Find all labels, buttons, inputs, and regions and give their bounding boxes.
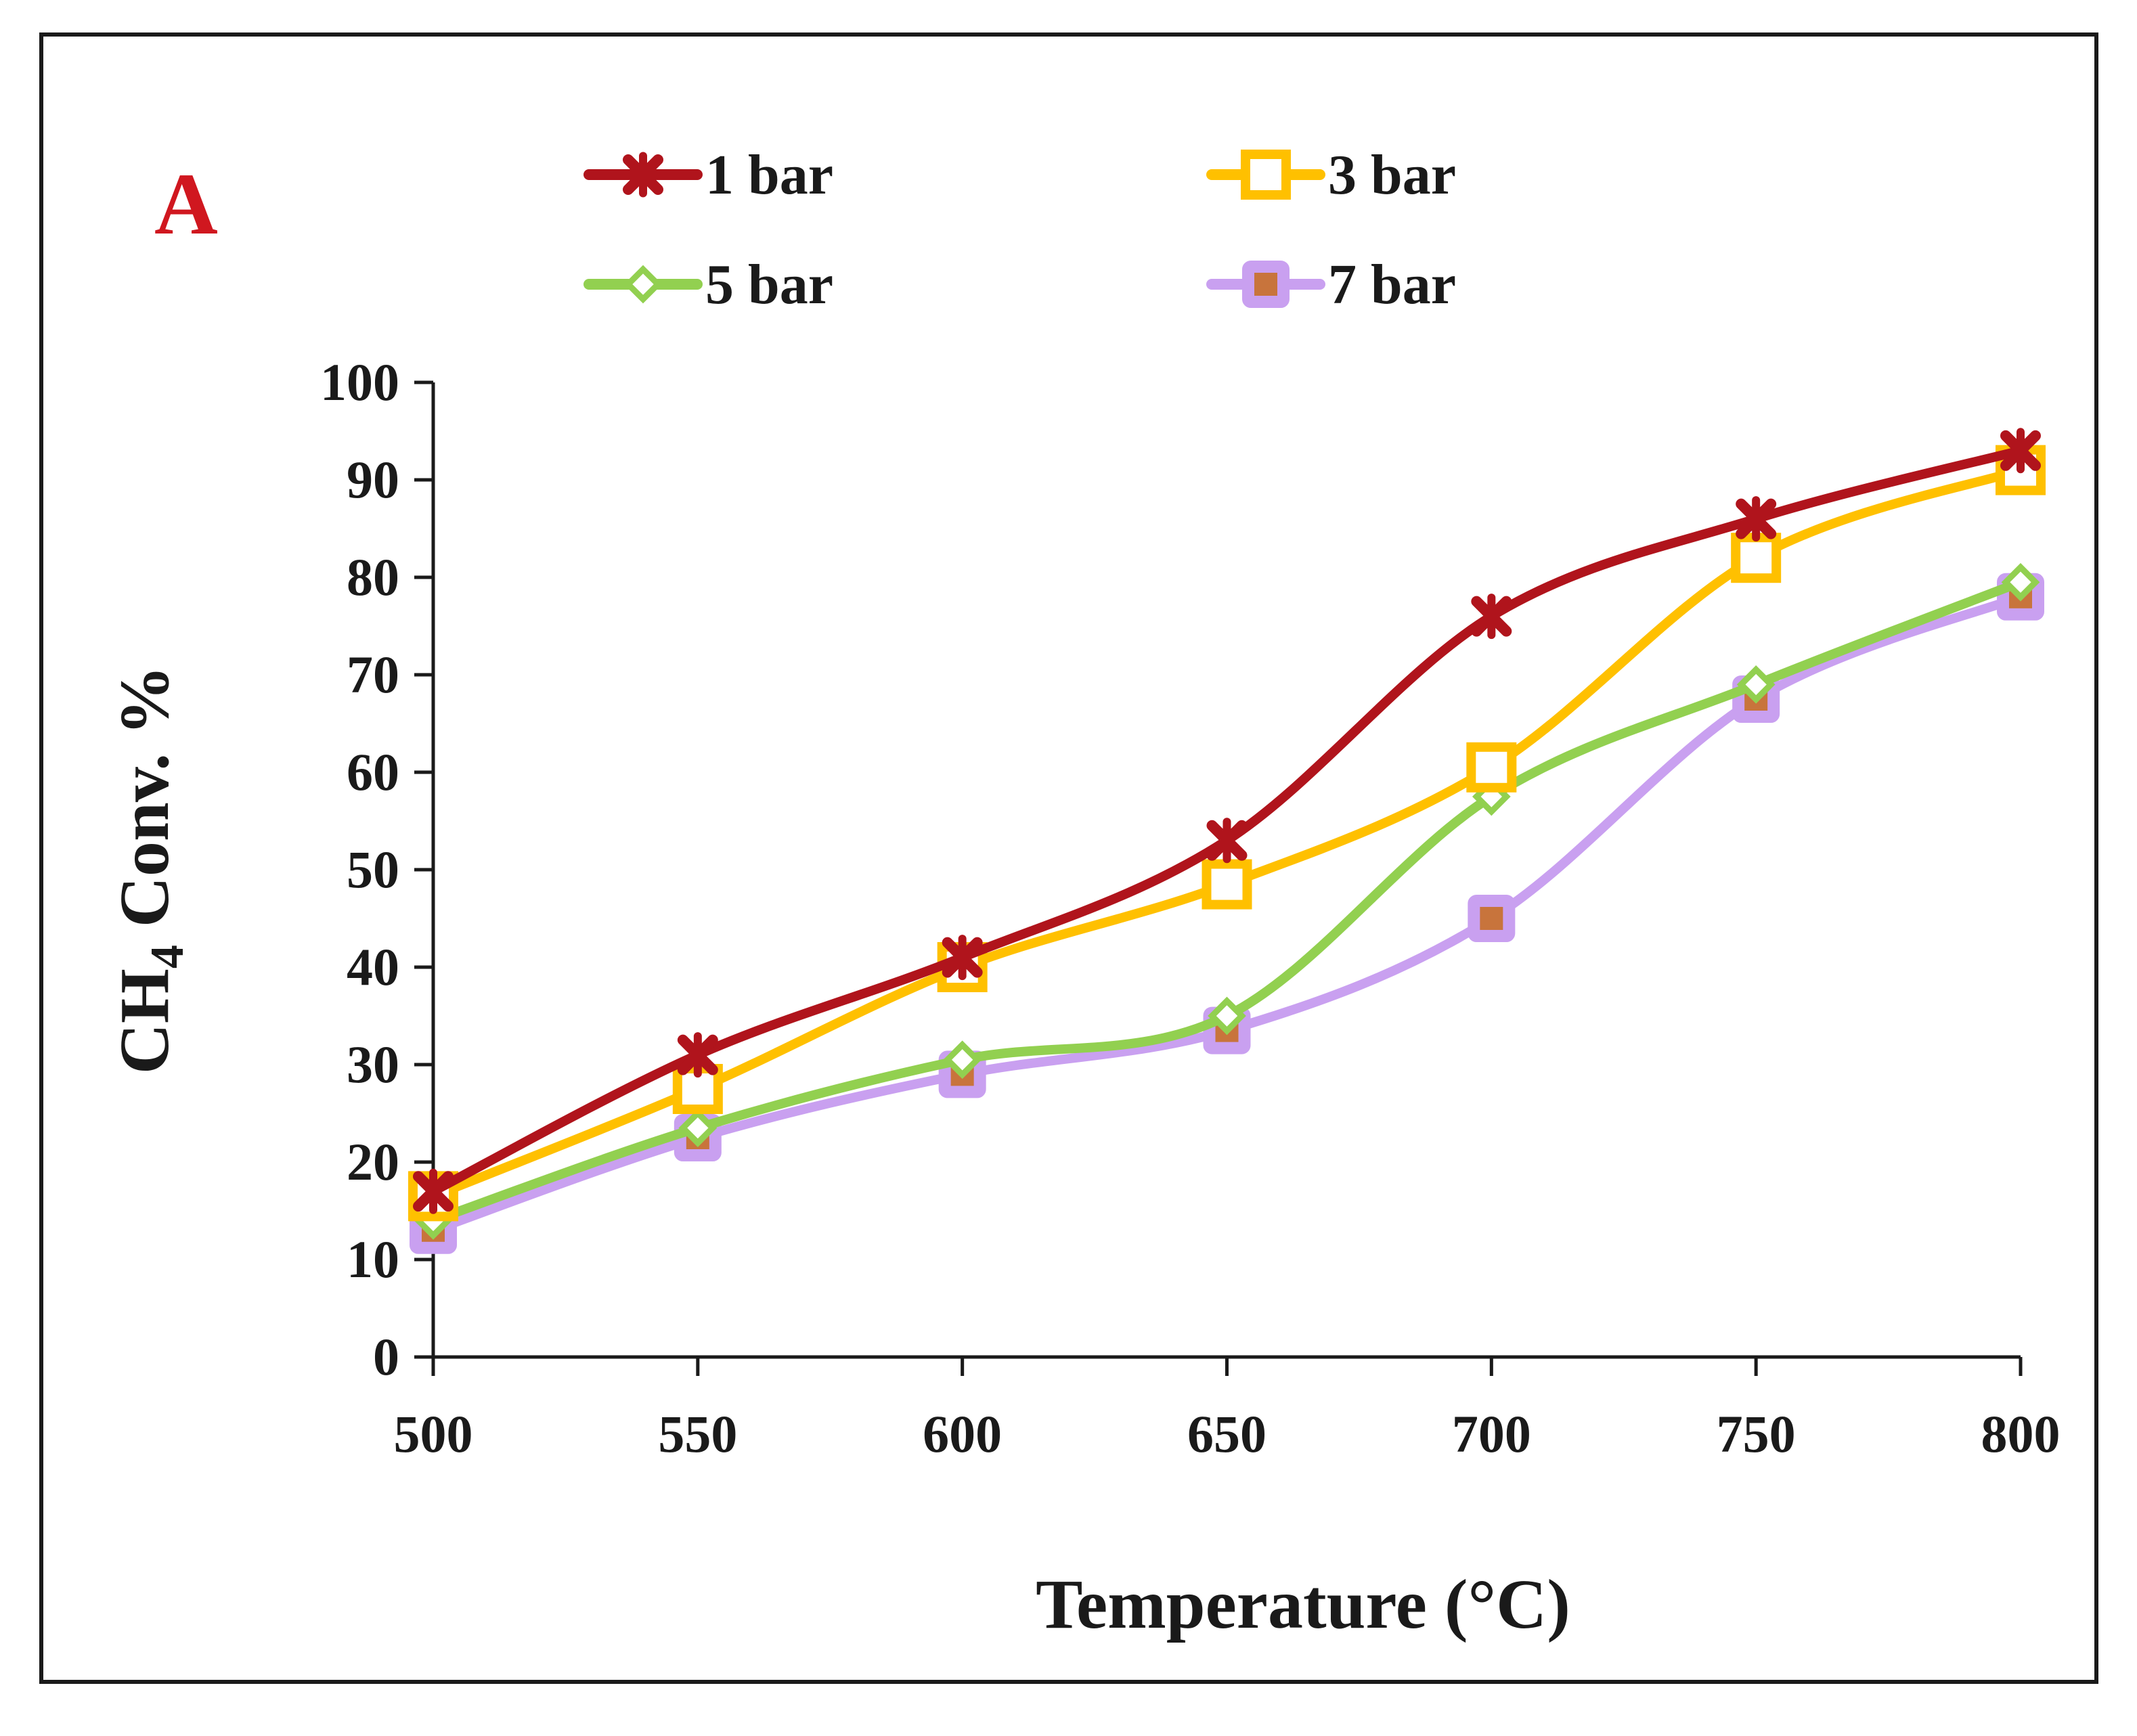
y-ticks: 0 10 20 30 40 50 60 70 80 90 100 — [320, 353, 433, 1386]
y-axis-title-tail: Conv. % — [106, 665, 183, 945]
legend-label: 1 bar — [705, 143, 833, 206]
y-tick-label: 100 — [320, 353, 399, 411]
y-tick-label: 30 — [347, 1035, 399, 1094]
data-point-5-bar — [1736, 665, 1776, 704]
y-tick-label: 0 — [373, 1327, 399, 1386]
y-tick-label: 50 — [347, 840, 399, 899]
legend-swatch-marker-core — [1254, 273, 1277, 296]
data-point-1-bar — [2000, 428, 2041, 474]
y-axis-title-main: CH — [106, 969, 183, 1074]
data-point-3-bar — [1202, 859, 1252, 910]
y-tick-label: 40 — [347, 937, 399, 996]
x-tick-label: 500 — [394, 1404, 473, 1463]
data-point-3-bar — [1466, 742, 1517, 793]
y-tick-label: 90 — [347, 450, 399, 509]
panel-label: A — [154, 156, 218, 253]
data-point-1-bar — [1736, 496, 1777, 542]
data-point-1-bar — [942, 935, 983, 981]
legend-label: 7 bar — [1328, 253, 1456, 316]
legend-item-3-bar: 3 bar — [1206, 143, 1456, 206]
legend-item-5-bar: 5 bar — [583, 253, 833, 316]
y-tick-label: 20 — [347, 1132, 399, 1191]
x-axis-title: Temperature (°C) — [1036, 1565, 1570, 1643]
x-tick-label: 650 — [1187, 1404, 1266, 1463]
data-point-5-bar — [678, 1109, 718, 1147]
y-axis-title-subscript: 4 — [141, 945, 194, 969]
data-point-5-bar — [2001, 562, 2040, 602]
y-axis-title: CH4 Conv. % — [106, 665, 194, 1074]
x-tick-label: 550 — [658, 1404, 737, 1463]
legend-label: 5 bar — [705, 253, 833, 316]
x-tick-label: 700 — [1452, 1404, 1531, 1463]
legend-label: 3 bar — [1328, 143, 1456, 206]
series-1-bar — [413, 428, 2041, 1214]
data-point-5-bar — [1208, 996, 1246, 1036]
x-tick-label: 600 — [923, 1404, 1002, 1463]
legend: 1 bar 3 bar 5 bar 7 bar — [583, 143, 1456, 316]
x-ticks: 500 550 600 650 700 750 800 — [394, 1357, 2061, 1463]
legend-item-1-bar: 1 bar — [583, 143, 833, 206]
legend-swatch-marker — [1241, 150, 1291, 200]
legend-item-7-bar: 7 bar — [1206, 253, 1456, 316]
data-point-1-bar — [1471, 594, 1512, 640]
x-tick-label: 800 — [1981, 1404, 2061, 1463]
legend-swatch-marker — [623, 152, 663, 198]
series-group — [408, 428, 2046, 1254]
x-tick-label: 750 — [1717, 1404, 1796, 1463]
y-tick-label: 80 — [347, 548, 399, 606]
y-tick-label: 70 — [347, 645, 399, 704]
series-7-bar — [410, 573, 2044, 1254]
legend-swatch-marker — [623, 265, 663, 304]
figure-frame — [39, 32, 2098, 1684]
data-point-7-bar-core — [1480, 907, 1503, 930]
y-tick-label: 10 — [347, 1230, 399, 1289]
data-point-1-bar — [1206, 818, 1248, 864]
data-point-1-bar — [677, 1032, 718, 1078]
y-tick-label: 60 — [347, 742, 399, 801]
data-point-3-bar — [1731, 533, 1782, 583]
data-point-1-bar — [413, 1168, 454, 1214]
data-point-5-bar — [943, 1040, 982, 1080]
